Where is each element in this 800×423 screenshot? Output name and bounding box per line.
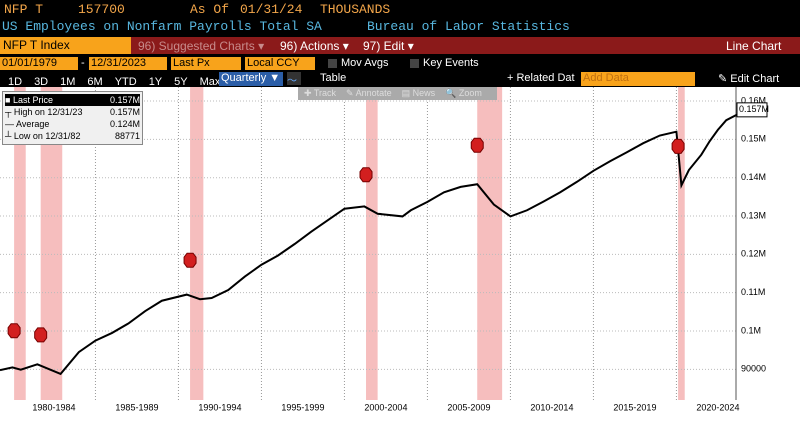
dash: - xyxy=(81,57,85,69)
y-tick-label: 0.15M xyxy=(741,134,766,144)
legend-value: 88771 xyxy=(114,131,140,141)
tool[interactable]: ✚ Track xyxy=(304,88,337,98)
add-data[interactable]: Add Data xyxy=(581,72,695,86)
legend-label: ┬ High on 12/31/23 xyxy=(5,107,83,117)
period[interactable]: 1D xyxy=(8,76,23,88)
x-tick-label: 2015-2019 xyxy=(613,402,656,412)
end[interactable]: 12/31/2023 xyxy=(89,57,167,70)
x-tick-label: 2005-2009 xyxy=(447,402,490,412)
legend: ■ Last Price 0.157M ┬ High on 12/31/23 0.15… xyxy=(2,91,143,145)
period[interactable]: 1Y xyxy=(148,76,163,88)
tool[interactable]: ✎ Annotate xyxy=(346,88,392,98)
recession-icon xyxy=(470,137,484,153)
menu-bar xyxy=(0,37,800,54)
suggested[interactable]: 96) Suggested Charts ▾ xyxy=(138,39,265,53)
periods: 1D 3D 1M 6M YTD 1Y 5Y Max xyxy=(0,72,226,88)
frequency[interactable]: Quarterly ▼ xyxy=(219,72,283,86)
actions[interactable]: 96) Actions ▾ xyxy=(280,39,349,53)
x-tick-label: 1985-1989 xyxy=(115,402,158,412)
x-tick-label: 1980-1984 xyxy=(32,402,75,412)
edit-chart[interactable]: ✎ Edit Chart xyxy=(718,73,780,85)
security[interactable]: NFP T Index xyxy=(0,37,131,54)
recession-icon xyxy=(183,252,197,268)
legend-text: High on 12/31/23 xyxy=(13,107,83,117)
edit[interactable]: 97) Edit ▾ xyxy=(363,39,414,53)
y-tick-label: 0.11M xyxy=(741,287,765,297)
currency[interactable]: Local CCY xyxy=(245,57,315,70)
x-tick-label: 2020-2024 xyxy=(696,402,739,412)
period[interactable]: 3D xyxy=(34,76,49,88)
y-tick-label: 0.14M xyxy=(741,172,766,182)
x-tick-label: 2010-2014 xyxy=(530,402,573,412)
recession-band xyxy=(14,87,26,400)
recession-band xyxy=(366,87,378,400)
y-tick-label: 0.12M xyxy=(741,249,766,259)
source: Bureau of Labor Statistics xyxy=(367,19,570,34)
y-tick-label: 0.13M xyxy=(741,210,766,220)
recession-band xyxy=(678,87,685,400)
y-tick-label: 90000 xyxy=(741,364,766,374)
units: THOUSANDS xyxy=(320,2,391,17)
period[interactable]: YTD xyxy=(114,76,137,88)
series-line xyxy=(0,111,742,376)
description: US Employees on Nonfarm Payrolls Total S… xyxy=(2,19,322,34)
recession-band xyxy=(190,87,204,400)
recession-icon xyxy=(7,323,21,339)
legend-text: Average xyxy=(16,119,50,129)
related[interactable]: + Related Dat xyxy=(507,72,575,84)
start[interactable]: 01/01/1979 xyxy=(0,57,78,70)
period[interactable]: 6M xyxy=(87,76,103,88)
x-tick-label: 2000-2004 xyxy=(364,402,407,412)
recession-icon xyxy=(671,138,685,154)
period[interactable]: Max xyxy=(199,76,221,88)
period[interactable]: 5Y xyxy=(174,76,188,88)
as-of-label: As Of xyxy=(190,2,230,17)
period[interactable]: 1M xyxy=(60,76,76,88)
y-tick-label: 0.1M xyxy=(741,325,761,335)
as-of: 01/31/24 xyxy=(240,2,303,17)
field[interactable]: Last Px xyxy=(171,57,241,70)
recession-icon xyxy=(359,167,373,183)
ticker: NFP T xyxy=(4,2,44,17)
key-events[interactable]: Key Events xyxy=(423,57,479,69)
table[interactable]: Table xyxy=(320,72,347,84)
last-label: 0.157M xyxy=(739,104,769,114)
recession-band xyxy=(40,87,63,400)
legend-row: ┴ Low on 12/31/82 88771 xyxy=(5,130,140,142)
y-tick-label: 0.16M xyxy=(741,95,766,105)
chart-icon[interactable]: 〜 xyxy=(287,72,301,87)
checkbox[interactable] xyxy=(410,59,419,68)
legend-label: ■ Last Price xyxy=(5,95,53,105)
legend-text: Low on 12/31/82 xyxy=(13,131,81,141)
legend-value: 0.157M xyxy=(109,95,140,105)
recession-icon xyxy=(34,327,48,343)
chart: 90000 0.1M 0.11M 0.12M 0.13M 0.14M 0.15M 0.16M 1… xyxy=(0,87,800,423)
x-tick-label: 1990-1994 xyxy=(198,402,241,412)
legend-text: Last Price xyxy=(12,95,53,105)
legend-label: — Average xyxy=(5,119,50,129)
legend-row: — Average 0.124M xyxy=(5,118,140,130)
legend-row: ┬ High on 12/31/23 0.157M xyxy=(5,106,140,118)
tool[interactable]: ▤ News xyxy=(401,88,436,98)
last-box xyxy=(736,102,768,118)
legend-label: ┴ Low on 12/31/82 xyxy=(5,131,81,141)
tool[interactable]: 🔍 Zoom xyxy=(445,88,482,98)
legend-value: 0.157M xyxy=(109,107,140,117)
checkbox[interactable] xyxy=(328,59,337,68)
mov-avgs[interactable]: Mov Avgs xyxy=(341,57,389,69)
legend-value: 0.124M xyxy=(109,119,140,129)
x-tick-label: 1995-1999 xyxy=(281,402,324,412)
tools: ✚ Track ✎ Annotate ▤ News 🔍 Zoom xyxy=(298,87,497,100)
chart-kind: Line Chart xyxy=(726,39,782,53)
legend-row: ■ Last Price 0.157M xyxy=(5,94,140,106)
last: 157700 xyxy=(78,2,125,17)
